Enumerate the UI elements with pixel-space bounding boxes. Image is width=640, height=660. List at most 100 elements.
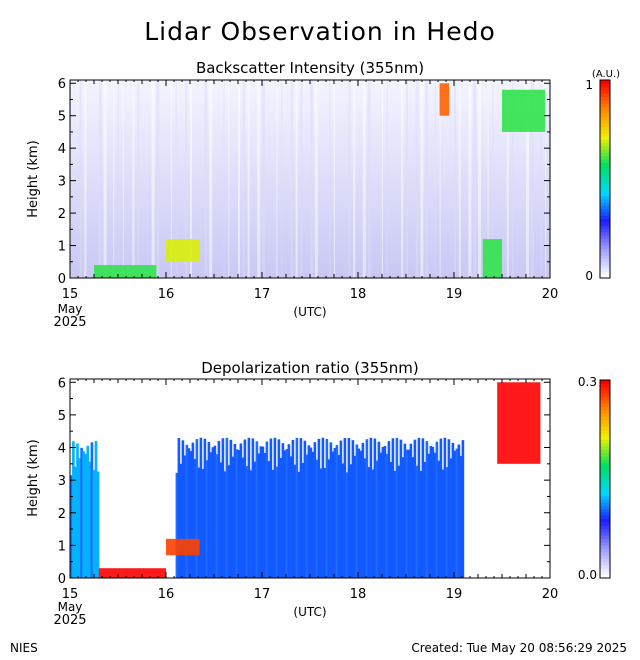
depolarization-aerosol-column <box>227 465 231 578</box>
backscatter-panel: Backscatter Intensity (355nm) 15 16 17 18 19… <box>26 59 620 330</box>
depolarization-aerosol-column <box>207 441 211 578</box>
depolarization-aerosol-column <box>327 459 331 578</box>
backscatter-streak <box>103 80 107 278</box>
depolarization-aerosol-column <box>315 459 319 578</box>
depolarization-aerosol-column <box>313 442 317 578</box>
backscatter-streak <box>113 80 115 278</box>
colorbar-segment <box>600 149 610 154</box>
backscatter-streak <box>382 80 383 278</box>
depolarization-colorbar-max: 0.3 <box>578 375 597 389</box>
colorbar-segment <box>600 465 610 470</box>
depolarization-aerosol-column <box>343 438 347 578</box>
depolarization-aerosol-column <box>279 457 283 578</box>
backscatter-streak <box>362 80 366 278</box>
backscatter-cloud <box>166 239 200 262</box>
backscatter-streak <box>257 80 261 278</box>
colorbar-segment <box>600 462 610 467</box>
depolarization-date-year: 2025 <box>53 613 86 628</box>
depolarization-aerosol-column <box>177 438 181 578</box>
depolarization-aerosol-column <box>349 464 353 578</box>
colorbar-segment <box>600 558 610 563</box>
depolarization-aerosol-column <box>243 439 247 578</box>
backscatter-heatmap <box>70 80 550 278</box>
x-tick-label: 20 <box>542 587 559 602</box>
depolarization-colorbar-min: 0.0 <box>578 568 597 582</box>
backscatter-streak <box>295 80 298 278</box>
depolarization-aerosol-column <box>86 445 90 578</box>
depolarization-aerosol-column <box>393 470 397 578</box>
depolarization-aerosol-column <box>339 440 343 578</box>
depolarization-aerosol-column <box>197 467 201 578</box>
backscatter-streak <box>526 80 529 278</box>
backscatter-streak <box>170 80 172 278</box>
y-tick-label: 0 <box>58 572 66 587</box>
backscatter-streak <box>185 80 188 278</box>
colorbar-segment <box>600 413 610 417</box>
backscatter-streak <box>420 80 424 278</box>
depolarization-aerosol-column <box>263 453 267 578</box>
backscatter-streak <box>492 80 494 278</box>
colorbar-segment <box>600 162 610 167</box>
depolarization-aerosol-column <box>233 443 237 578</box>
y-tick-label: 5 <box>58 110 66 125</box>
depolarization-aerosol-column <box>221 438 225 578</box>
depolarization-aerosol-column <box>383 445 387 578</box>
backscatter-xlabel: (UTC) <box>293 305 326 319</box>
y-tick-label: 1 <box>58 240 66 255</box>
depolarization-aerosol-column <box>283 450 287 578</box>
depolarization-aerosol-column <box>373 438 377 578</box>
colorbar-segment <box>600 172 610 177</box>
backscatter-streak <box>300 80 303 278</box>
depolarization-aerosol-column <box>377 441 381 578</box>
colorbar-segment <box>600 495 610 500</box>
colorbar-segment <box>600 96 610 101</box>
depolarization-aerosol-column <box>405 449 409 578</box>
colorbar-segment <box>600 254 610 259</box>
colorbar-segment <box>600 205 610 210</box>
depolarization-aerosol-column <box>261 446 265 578</box>
colorbar-segment <box>600 436 610 440</box>
backscatter-streak <box>132 80 135 278</box>
backscatter-streak <box>353 80 356 278</box>
colorbar-segment <box>600 538 610 543</box>
backscatter-streak <box>334 80 335 278</box>
depolarization-aerosol-column <box>441 469 445 578</box>
depolarization-aerosol-column <box>249 470 253 578</box>
colorbar-segment <box>600 389 610 394</box>
backscatter-streak <box>209 80 213 278</box>
colorbar-segment <box>600 521 610 526</box>
x-tick-label: 16 <box>158 287 175 302</box>
depolarization-aerosol-column <box>299 438 303 578</box>
colorbar-segment <box>600 531 610 536</box>
backscatter-streak <box>506 80 509 278</box>
colorbar-segment <box>600 116 610 121</box>
colorbar-segment <box>600 126 610 131</box>
depolarization-aerosol-column <box>271 469 275 578</box>
backscatter-streak <box>530 80 534 278</box>
depolarization-aerosol-column <box>199 437 203 578</box>
depolarization-aerosol-column <box>78 458 81 578</box>
backscatter-streak <box>310 80 313 278</box>
colorbar-segment <box>600 113 610 117</box>
colorbar-segment <box>600 498 610 503</box>
depolarization-aerosol-column <box>325 438 329 578</box>
colorbar-segment <box>600 485 610 490</box>
depolarization-aerosol-column <box>427 453 431 578</box>
colorbar-segment <box>600 103 610 107</box>
depolarization-aerosol-column <box>92 470 96 578</box>
colorbar-segment <box>600 109 610 114</box>
colorbar-segment <box>600 231 610 236</box>
depolarization-aerosol-column <box>223 471 227 578</box>
backscatter-colorbar-unit: (A.U.) <box>592 69 620 80</box>
colorbar-segment <box>600 439 610 444</box>
depolarization-date-month: May <box>58 600 83 614</box>
depolarization-aerosol-column <box>96 471 100 578</box>
depolarization-aerosol-column <box>365 439 369 578</box>
colorbar-segment <box>600 508 610 513</box>
colorbar-segment <box>600 80 610 84</box>
colorbar-segment <box>600 409 610 414</box>
depolarization-aerosol-column <box>259 446 263 578</box>
colorbar-segment <box>600 195 610 200</box>
depolarization-aerosol-column <box>401 457 405 578</box>
depolarization-aerosol-column <box>285 448 289 578</box>
